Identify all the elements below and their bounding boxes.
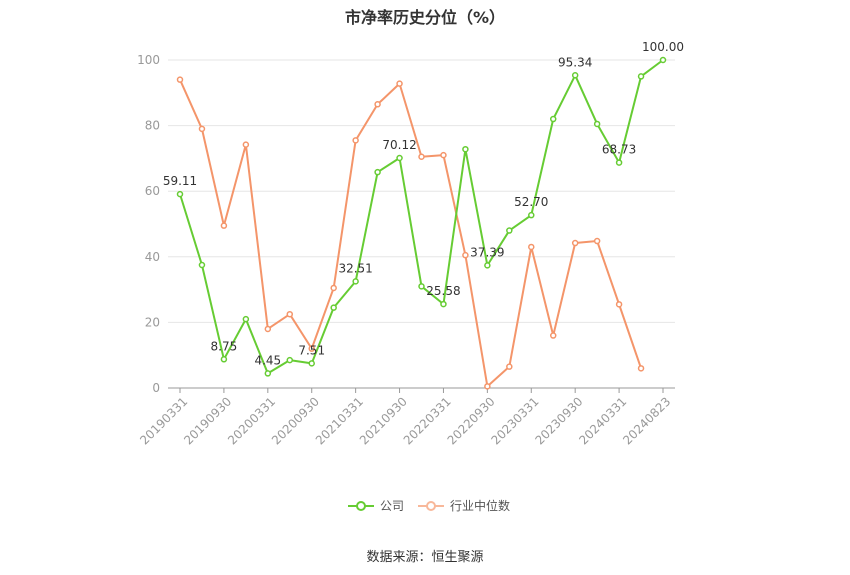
point-industry-median xyxy=(549,332,557,339)
data-label: 8.75 xyxy=(211,339,238,353)
point-company xyxy=(176,190,184,198)
point-company xyxy=(484,262,491,269)
point-industry-median xyxy=(264,325,272,333)
y-tick-label: 20 xyxy=(145,315,160,329)
data-label: 70.12 xyxy=(382,138,416,152)
data-source: 数据来源：恒生聚源 xyxy=(366,550,484,565)
y-tick-label: 100 xyxy=(137,53,160,67)
legend-label-industry-median: 行业中位数 xyxy=(450,499,511,513)
point-company xyxy=(374,168,381,176)
data-label: 59.11 xyxy=(163,174,197,188)
point-industry-median xyxy=(396,80,403,87)
legend-label-company: 公司 xyxy=(380,499,405,513)
point-industry-median xyxy=(242,141,250,148)
data-label: 68.73 xyxy=(602,143,636,157)
series-line-industry-median xyxy=(179,79,642,388)
point-company xyxy=(571,72,579,79)
legend-item-company[interactable]: 公司 xyxy=(348,497,404,514)
point-company xyxy=(549,115,557,123)
data-label: 95.34 xyxy=(558,55,592,69)
point-company xyxy=(308,360,315,367)
x-axis: 2019033120190930202003312020093020210331… xyxy=(137,388,673,448)
point-company xyxy=(593,120,601,128)
y-tick-label: 80 xyxy=(145,119,160,133)
point-industry-median xyxy=(418,153,425,161)
data-label: 4.45 xyxy=(254,353,281,367)
point-company xyxy=(440,300,447,308)
point-industry-median xyxy=(330,284,337,292)
point-company xyxy=(396,154,403,162)
point-company xyxy=(528,211,535,219)
data-label: 52.70 xyxy=(514,195,548,209)
point-industry-median xyxy=(176,76,184,83)
point-company xyxy=(615,159,623,166)
point-company xyxy=(242,315,250,323)
data-label: 100.00 xyxy=(642,40,684,54)
point-industry-median xyxy=(593,237,601,245)
point-company xyxy=(462,145,469,153)
point-company xyxy=(506,227,513,234)
point-company xyxy=(286,356,294,364)
point-industry-median xyxy=(308,345,315,352)
point-industry-median xyxy=(352,137,359,144)
point-company xyxy=(637,73,645,80)
x-tick-label: 20240823 xyxy=(620,394,673,447)
point-industry-median xyxy=(374,101,381,108)
point-industry-median xyxy=(528,243,535,251)
point-industry-median xyxy=(198,125,206,133)
point-industry-median xyxy=(462,251,469,259)
point-company xyxy=(418,283,425,290)
legend-item-industry-median[interactable]: 行业中位数 xyxy=(418,497,510,514)
point-company xyxy=(352,278,359,285)
data-label: 7.51 xyxy=(298,343,325,357)
data-label: 32.51 xyxy=(338,261,372,275)
data-label: 37.39 xyxy=(470,245,504,259)
point-industry-median xyxy=(286,310,294,318)
legend-swatch-industry-median xyxy=(418,500,445,511)
point-company xyxy=(220,356,228,363)
point-company xyxy=(264,370,272,377)
legend-swatch-company xyxy=(348,500,374,511)
point-company xyxy=(198,261,206,269)
point-industry-median xyxy=(484,383,491,390)
series-line-company xyxy=(179,59,664,375)
point-industry-median xyxy=(571,239,579,247)
grid-lines xyxy=(168,59,675,389)
point-company xyxy=(330,304,337,311)
y-tick-label: 40 xyxy=(145,250,160,264)
data-label: 25.58 xyxy=(426,284,460,298)
data-labels: 59.11 8.75 4.45 7.51 32.51 70.12 25.58 37.39 52.… xyxy=(163,40,684,367)
y-tick-label: 0 xyxy=(152,381,160,395)
legend[interactable]: 公司 行业中位数 xyxy=(348,497,524,514)
y-axis: 0 20 40 60 80 100 xyxy=(137,53,160,395)
series-layer xyxy=(176,56,667,390)
point-industry-median xyxy=(637,365,645,372)
y-tick-label: 60 xyxy=(145,184,160,198)
point-industry-median xyxy=(506,363,513,370)
point-industry-median xyxy=(615,301,623,308)
point-industry-median xyxy=(220,222,228,229)
point-industry-median xyxy=(440,151,447,159)
chart-title: 市净率历史分位（%） xyxy=(344,8,506,27)
point-company xyxy=(659,56,667,64)
